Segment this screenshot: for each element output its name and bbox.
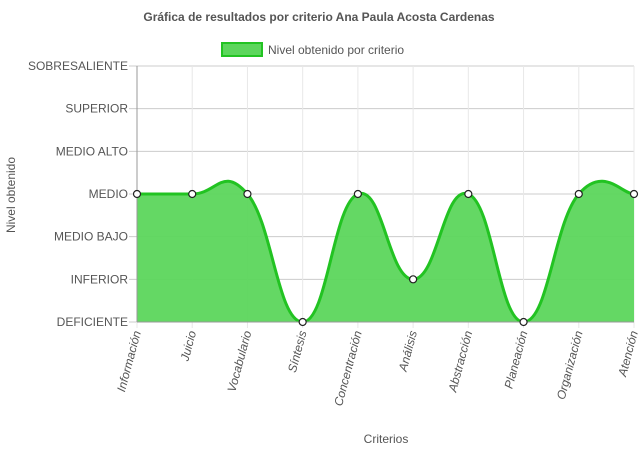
data-point[interactable] [464,189,473,199]
y-tick-label: DEFICIENTE [57,315,128,329]
x-tick-label: Organización [554,329,586,401]
x-tick-label: Atención [615,329,639,379]
data-point[interactable] [353,189,362,199]
y-tick-label: SOBRESALIENTE [28,59,128,73]
data-point[interactable] [132,189,142,199]
chart-title: Gráfica de resultados por criterio Ana P… [143,10,495,24]
data-point[interactable] [188,189,197,199]
x-tick-label: Información [114,329,144,393]
x-tick-label: Análisis [396,329,420,374]
x-tick-label: Abstracción [445,329,475,394]
y-tick-label: MEDIO BAJO [54,230,128,244]
y-axis-label: Nivel obtenido [4,157,18,233]
y-tick-label: INFERIOR [71,272,129,286]
x-tick-label: Síntesis [285,329,310,374]
x-tick-labels: Información Juicio Vocabulario Síntesis Conc… [114,329,639,408]
x-tick-label: Vocabulario [225,329,255,394]
y-tick-label: SUPERIOR [65,102,128,116]
x-tick-label: Juicio [177,329,199,364]
y-tick-label: MEDIO ALTO [56,144,128,158]
legend-label: Nivel obtenido por criterio [268,43,404,57]
x-tick-label: Planeación [502,329,531,390]
data-point[interactable] [519,317,528,327]
data-point[interactable] [243,189,252,199]
data-point[interactable] [298,317,307,327]
chart-legend[interactable]: Nivel obtenido por criterio [221,42,404,57]
data-points [132,189,639,327]
legend-swatch [221,42,263,57]
x-tick-label: Concentración [331,329,365,408]
y-tick-labels: DEFICIENTE INFERIOR MEDIO BAJO MEDIO MEDIO A… [28,59,128,329]
data-point[interactable] [409,275,418,284]
x-axis-label: Criterios [364,432,409,446]
area-layer [136,179,635,324]
series-area-fill [137,181,634,322]
data-point[interactable] [629,189,639,199]
y-tick-label: MEDIO [89,187,128,201]
data-point[interactable] [574,189,583,199]
